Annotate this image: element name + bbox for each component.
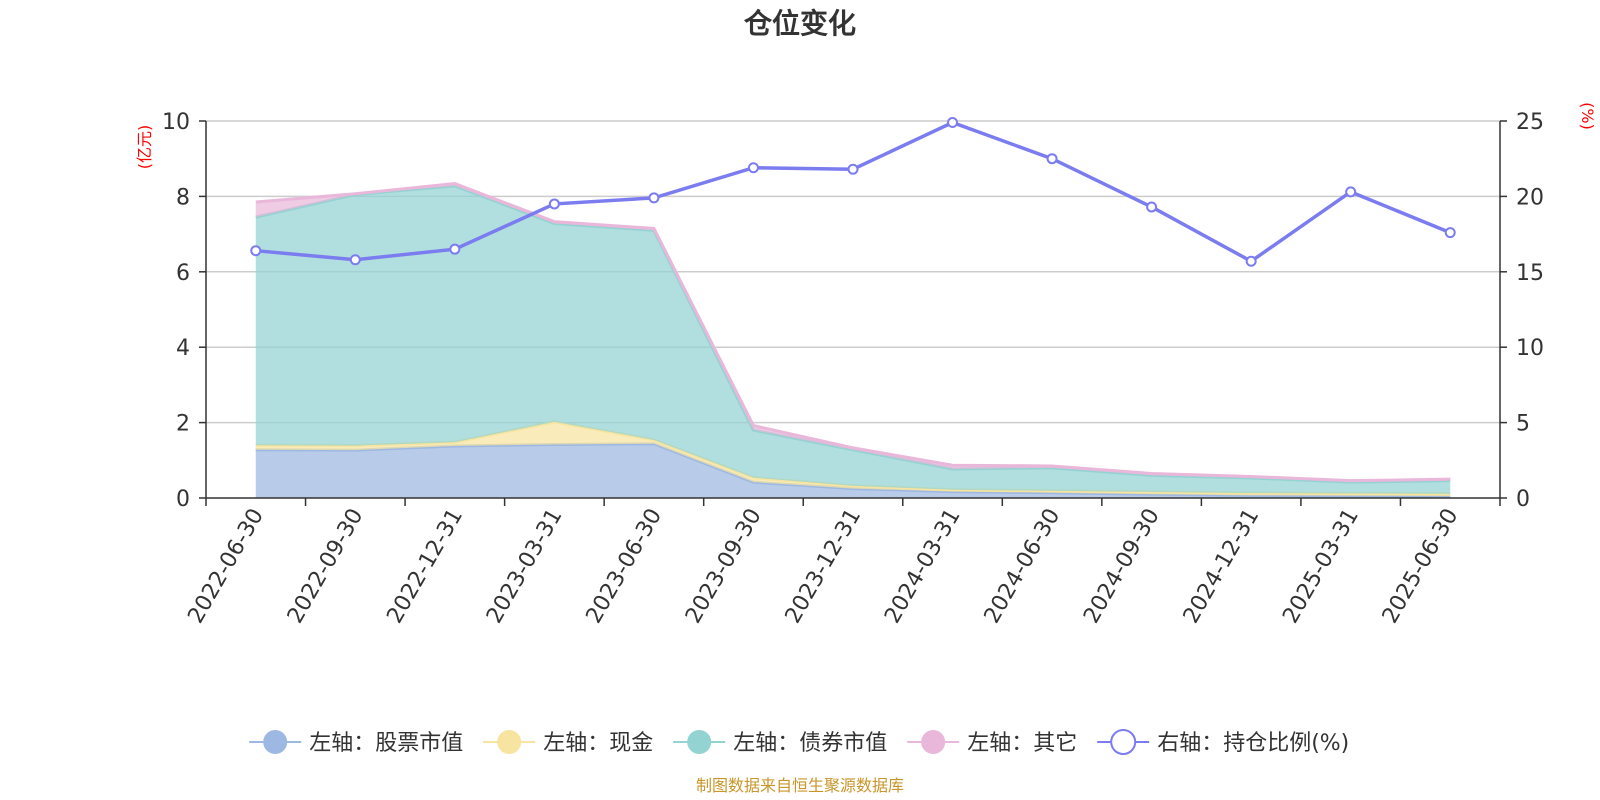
ratio-point — [1345, 186, 1357, 198]
legend-circle-icon — [497, 730, 522, 754]
area-1 — [255, 421, 1451, 497]
x-tick-label: 2023-06-30 — [582, 505, 668, 628]
chart-title: 仓位变化 — [744, 7, 856, 40]
legend-item-4: 右轴：持仓比例(%) — [1097, 729, 1349, 756]
area-0 — [255, 443, 1451, 498]
ratio-point — [250, 245, 262, 257]
area-2 — [255, 185, 1451, 494]
source-note: 制图数据来自恒生聚源数据库 — [696, 776, 904, 795]
x-tick-label: 2022-06-30 — [183, 505, 269, 628]
legend-circle-icon — [263, 730, 288, 754]
ratio-point — [1046, 153, 1058, 165]
x-tick-label: 2023-09-30 — [681, 505, 767, 628]
x-tick-label: 2024-09-30 — [1079, 505, 1165, 628]
legend-label: 右轴：持仓比例(%) — [1157, 731, 1349, 756]
right-tick-label: 20 — [1516, 185, 1544, 210]
legend-label: 左轴：其它 — [967, 731, 1077, 756]
legend-circle-icon — [1110, 729, 1137, 755]
left-tick-label: 2 — [176, 412, 190, 437]
area-edge-3 — [255, 182, 1451, 483]
left-tick-label: 4 — [176, 336, 190, 361]
ratio-point — [747, 162, 759, 174]
legend-circle-icon — [687, 730, 712, 754]
right-axis-unit: (%) — [1578, 102, 1597, 130]
x-tick-label: 2023-12-31 — [781, 505, 867, 628]
legend-label: 左轴：股票市值 — [309, 731, 463, 756]
ratio-point — [648, 192, 660, 204]
legend-label: 左轴：现金 — [543, 731, 653, 756]
x-tick-label: 2024-12-31 — [1179, 505, 1265, 628]
left-tick-label: 6 — [176, 261, 190, 286]
x-tick-label: 2025-06-30 — [1378, 505, 1464, 628]
stacked-areas — [255, 182, 1451, 498]
x-tick-label: 2022-09-30 — [283, 505, 369, 628]
legend-item-0: 左轴：股票市值 — [249, 730, 463, 756]
ratio-point — [349, 254, 361, 266]
left-tick-label: 10 — [162, 110, 190, 135]
ratio-point — [947, 117, 959, 129]
x-tick-label: 2025-03-31 — [1278, 505, 1364, 628]
right-tick-label: 25 — [1516, 110, 1544, 135]
ratio-point — [1444, 227, 1456, 239]
ratio-point — [548, 198, 560, 210]
x-tick-label: 2022-12-31 — [382, 505, 468, 628]
ratio-line — [250, 117, 1456, 267]
right-tick-label: 5 — [1516, 412, 1530, 437]
left-tick-label: 0 — [176, 487, 190, 512]
legend-item-1: 左轴：现金 — [483, 730, 653, 756]
ratio-point — [449, 243, 461, 255]
legend-item-3: 左轴：其它 — [907, 730, 1077, 756]
legend-item-2: 左轴：债券市值 — [673, 730, 887, 756]
right-tick-label: 0 — [1516, 487, 1530, 512]
ratio-point — [1146, 201, 1158, 213]
legend-label: 左轴：债券市值 — [733, 731, 887, 756]
x-tick-label: 2024-03-31 — [880, 505, 966, 628]
left-tick-label: 8 — [176, 185, 190, 210]
x-tick-label: 2023-03-31 — [482, 505, 568, 628]
left-axis-unit: (亿元) — [135, 125, 154, 170]
legend-circle-icon — [921, 730, 946, 754]
ratio-point — [1245, 255, 1257, 267]
legend: 左轴：股票市值 左轴：现金 左轴：债券市值 左轴：其它 右轴：持仓比例(%) — [249, 729, 1349, 756]
ratio-point — [847, 163, 859, 175]
x-tick-label: 2024-06-30 — [980, 505, 1066, 628]
right-tick-label: 15 — [1516, 261, 1544, 286]
right-tick-label: 10 — [1516, 336, 1544, 361]
